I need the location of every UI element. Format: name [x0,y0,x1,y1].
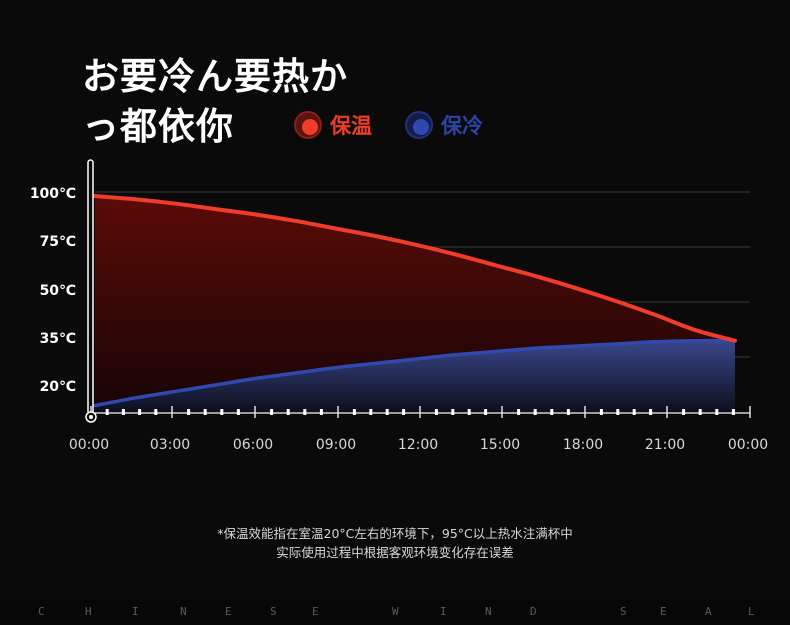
title-line-1: お要冷ん要热か [82,55,348,98]
y-axis-bar [87,159,94,415]
warm-dot-icon [294,111,322,139]
footer-letter: L [748,605,755,618]
minor-tick [731,409,735,415]
minor-tick [599,409,603,415]
footer-letter: S [270,605,277,618]
footer-letter: I [132,605,139,618]
footer-letter: S [620,605,627,618]
x-tick-label: 06:00 [233,437,273,453]
minor-tick [352,409,356,415]
minor-tick [649,409,653,415]
x-tick-label: 15:00 [480,437,520,453]
page-title: お要冷ん要热か っ都依你 [82,52,348,152]
minor-tick [154,409,158,415]
legend-warm: 保温 [294,110,372,140]
minor-tick [632,409,636,415]
minor-tick [138,409,142,415]
x-tick-label: 12:00 [398,437,438,453]
minor-tick [105,409,109,415]
warm-series-line [93,194,737,343]
footer-letter: E [225,605,232,618]
y-tick-label: 35℃ [40,331,76,347]
minor-tick [303,409,307,415]
y-tick-label: 75℃ [40,234,76,250]
minor-tick [698,409,702,415]
minor-tick [402,409,406,415]
minor-tick [467,409,471,415]
minor-tick [550,409,554,415]
footnote-line-1: *保温效能指在室温20°C左右的环境下，95°C以上热水注满杯中 [217,526,573,541]
minor-tick [121,409,125,415]
minor-tick [451,409,455,415]
footer-letter: E [312,605,319,618]
minor-tick [715,409,719,415]
x-tick-label: 00:00 [69,437,109,453]
title-line-2: っ都依你 [82,105,234,148]
footer-letter: I [440,605,447,618]
cold-series-line [93,338,737,408]
minor-tick [533,409,537,415]
minor-tick [236,409,240,415]
minor-tick [434,409,438,415]
footer-letter: E [660,605,667,618]
minor-tick [319,409,323,415]
footer-letter: D [530,605,537,618]
cold-area [95,340,735,412]
x-tick-label: 18:00 [563,437,603,453]
minor-tick [616,409,620,415]
footer-letter: C [38,605,45,618]
footer-letter: W [392,605,399,618]
origin-marker-dot [89,415,93,419]
temperature-chart: 100℃ 75℃ 50℃ 35℃ 20℃ 00:00 03:00 06:00 09:00 12:0… [30,159,768,453]
minor-tick [220,409,224,415]
legend-warm-label: 保温 [330,114,372,138]
minor-tick [517,409,521,415]
minor-tick [566,409,570,415]
x-tick-label: 00:00 [728,437,768,453]
x-tick-label: 21:00 [645,437,685,453]
legend-cold: 保冷 [405,110,483,140]
x-tick-label: 09:00 [316,437,356,453]
minor-tick [682,409,686,415]
y-tick-label: 50℃ [40,283,76,299]
footer-letter: N [485,605,492,618]
minor-tick [270,409,274,415]
minor-tick [286,409,290,415]
footnote-line-2: 实际使用过程中根据客观环境变化存在误差 [276,545,514,560]
footer-letter: H [85,605,92,618]
minor-tick [484,409,488,415]
footer-letter: A [705,605,712,618]
minor-tick [369,409,373,415]
footer-letter: N [180,605,187,618]
y-tick-label: 20℃ [40,379,76,395]
minor-tick [187,409,191,415]
y-tick-label: 100℃ [30,186,76,202]
cold-dot-icon [405,111,433,139]
minor-tick [385,409,389,415]
legend-cold-label: 保冷 [441,114,483,138]
x-tick-label: 03:00 [150,437,190,453]
minor-tick [203,409,207,415]
